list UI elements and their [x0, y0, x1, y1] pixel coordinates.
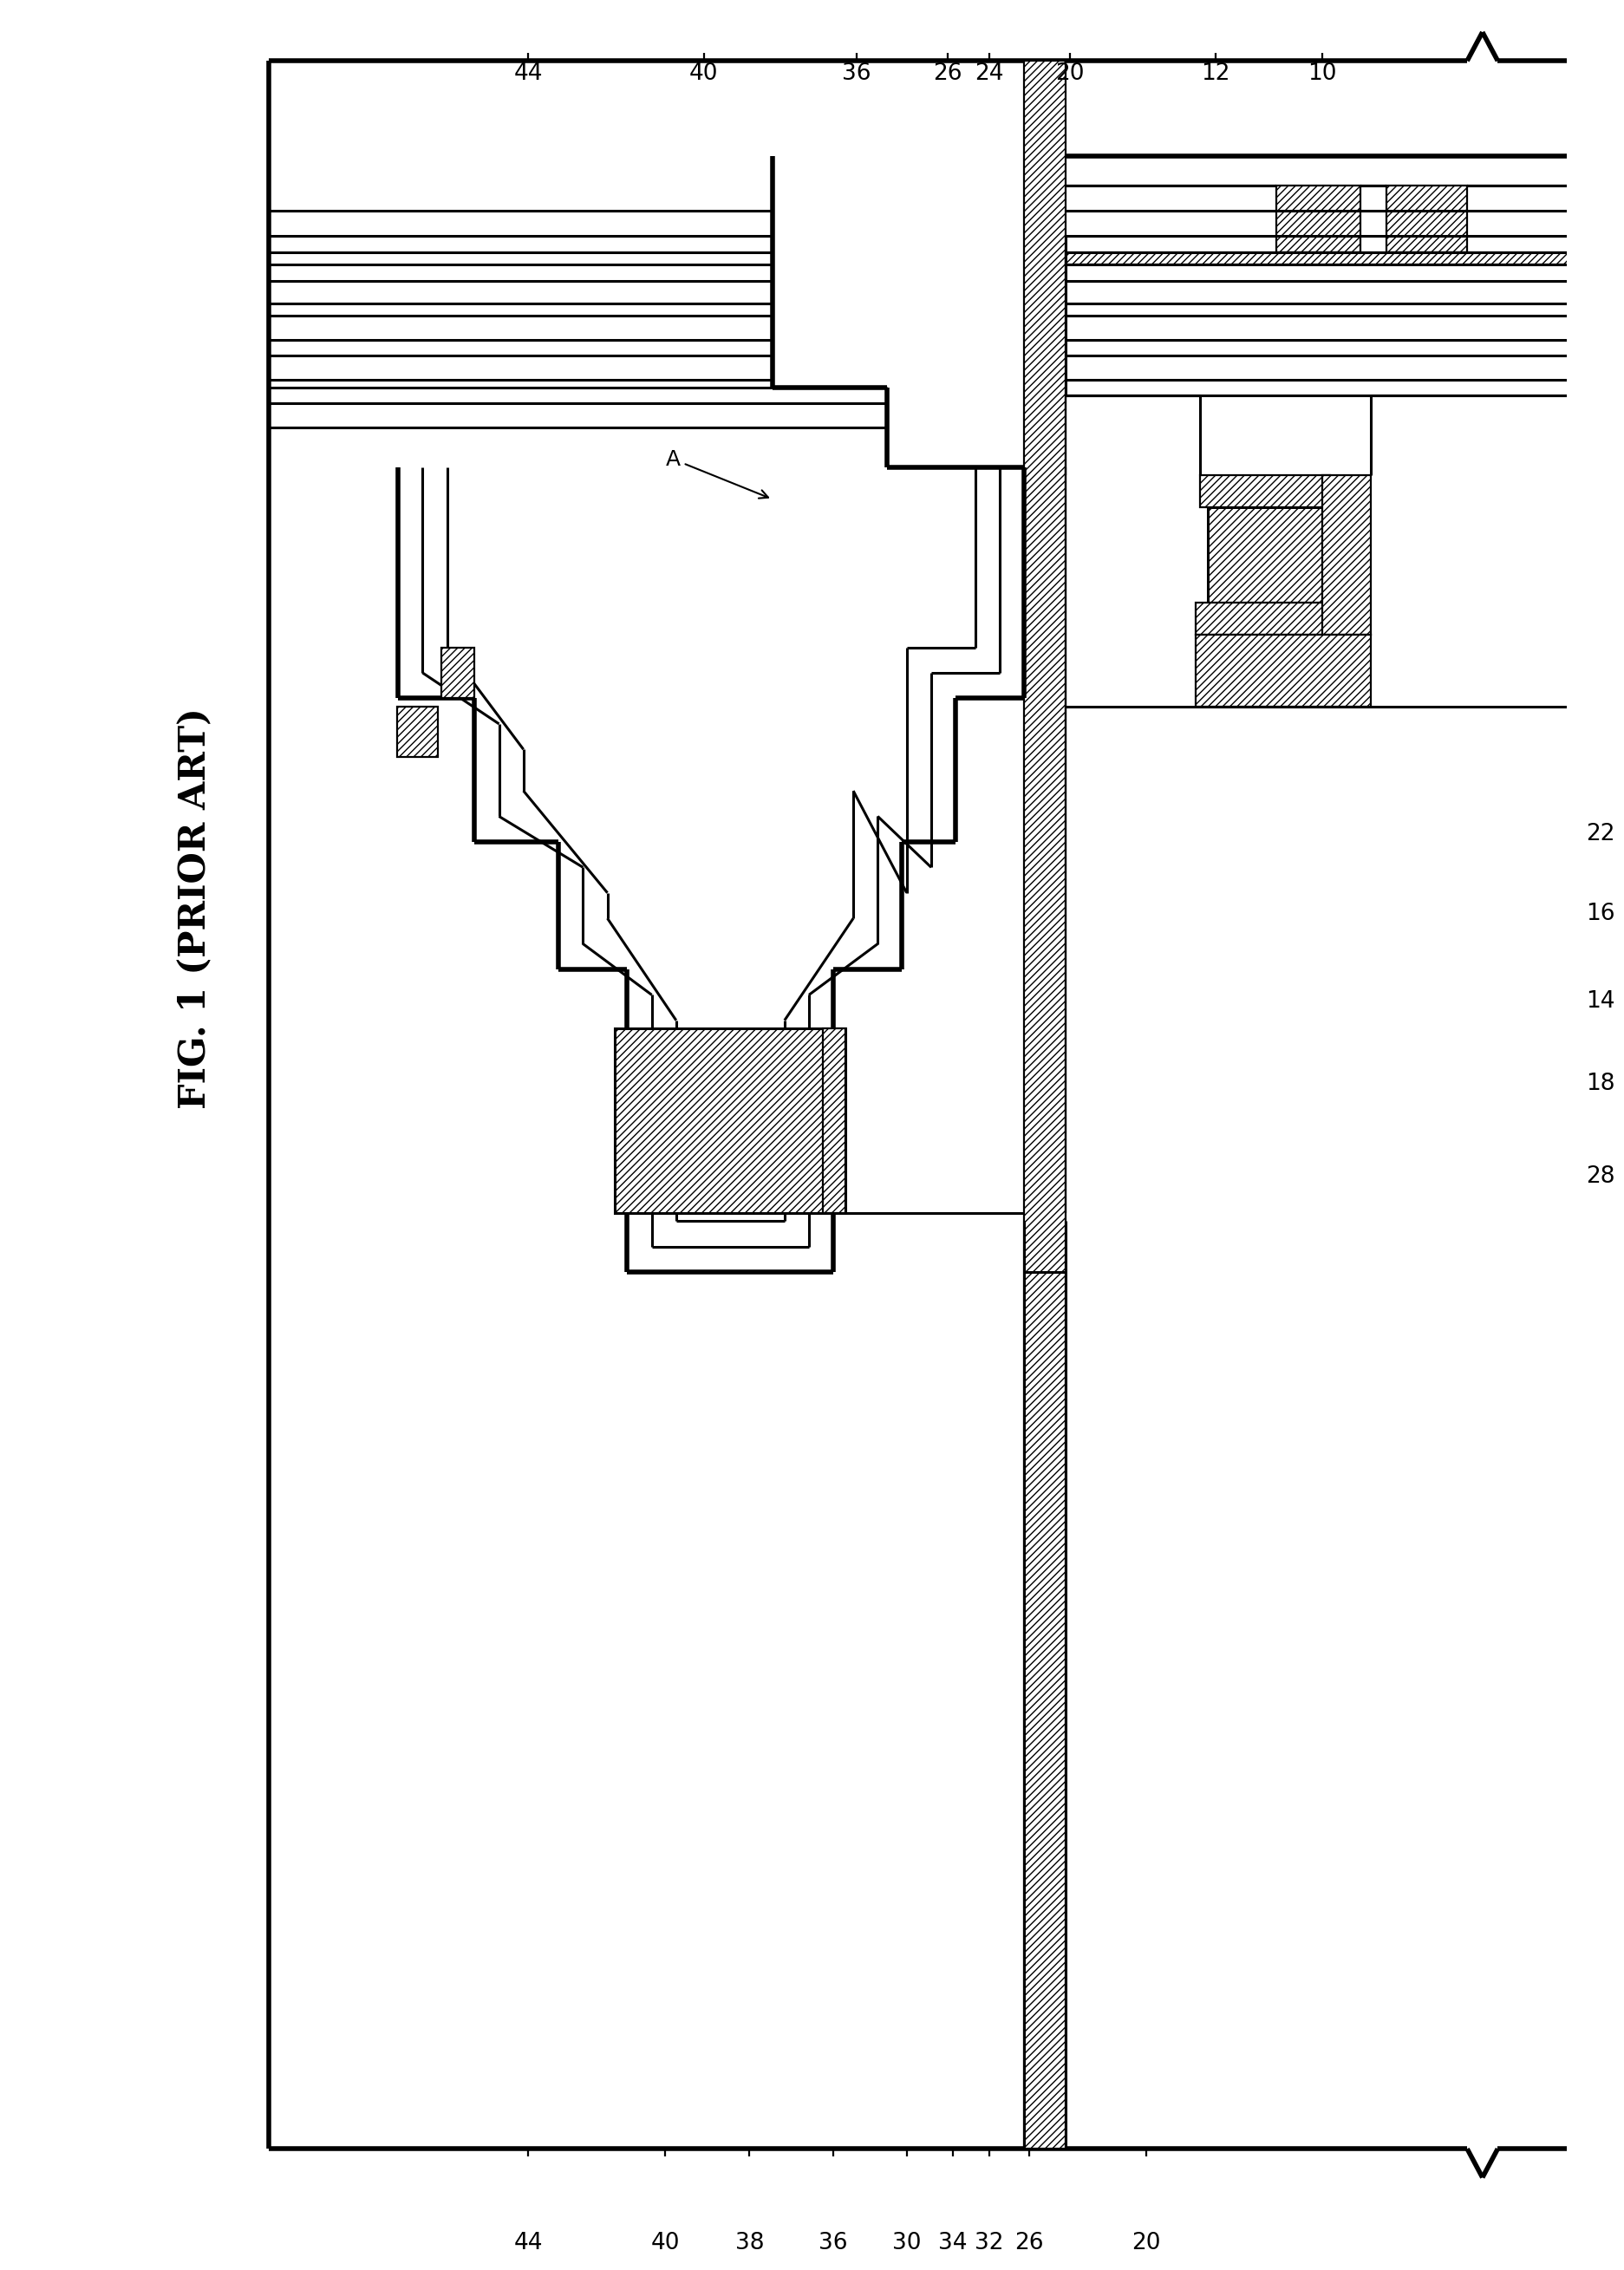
Text: 36: 36 [841, 61, 870, 84]
Bar [1065, 636, 1195, 706]
Text: 26: 26 [932, 61, 961, 84]
Text: 20: 20 [1132, 2231, 1161, 2254]
Text: 12: 12 [1200, 61, 1229, 84]
Bar [1275, 186, 1359, 252]
Text: 34: 34 [937, 2231, 966, 2254]
Text: 14: 14 [1585, 990, 1614, 1012]
Bar [396, 706, 438, 758]
Bar [1195, 604, 1333, 636]
Bar [822, 1028, 844, 1212]
Bar [1199, 474, 1328, 506]
Text: 32: 32 [974, 2231, 1004, 2254]
Text: FIG. 1 (PRIOR ART): FIG. 1 (PRIOR ART) [177, 708, 213, 1108]
Bar [1371, 395, 1624, 706]
Text: 36: 36 [818, 2231, 848, 2254]
Text: 40: 40 [689, 61, 718, 84]
Bar [1023, 61, 1065, 2150]
Text: 18: 18 [1585, 1074, 1614, 1096]
Bar [1322, 474, 1371, 636]
Text: 28: 28 [1585, 1165, 1614, 1187]
Text: A: A [666, 449, 768, 499]
Text: 24: 24 [974, 61, 1004, 84]
Bar [1065, 252, 1624, 266]
Bar [1065, 395, 1199, 706]
Bar [1195, 636, 1371, 706]
Text: 44: 44 [513, 2231, 542, 2254]
Bar [1371, 636, 1624, 706]
Bar [1207, 506, 1322, 604]
Text: 10: 10 [1307, 61, 1337, 84]
Text: 22: 22 [1585, 822, 1614, 844]
Bar [440, 647, 474, 699]
Text: 30: 30 [892, 2231, 921, 2254]
Bar [615, 1028, 844, 1212]
Text: 16: 16 [1585, 901, 1614, 924]
Text: 44: 44 [513, 61, 542, 84]
Text: 40: 40 [651, 2231, 679, 2254]
Text: 20: 20 [1056, 61, 1085, 84]
Text: 38: 38 [734, 2231, 763, 2254]
Text: 26: 26 [1013, 2231, 1043, 2254]
Bar [1385, 186, 1466, 252]
